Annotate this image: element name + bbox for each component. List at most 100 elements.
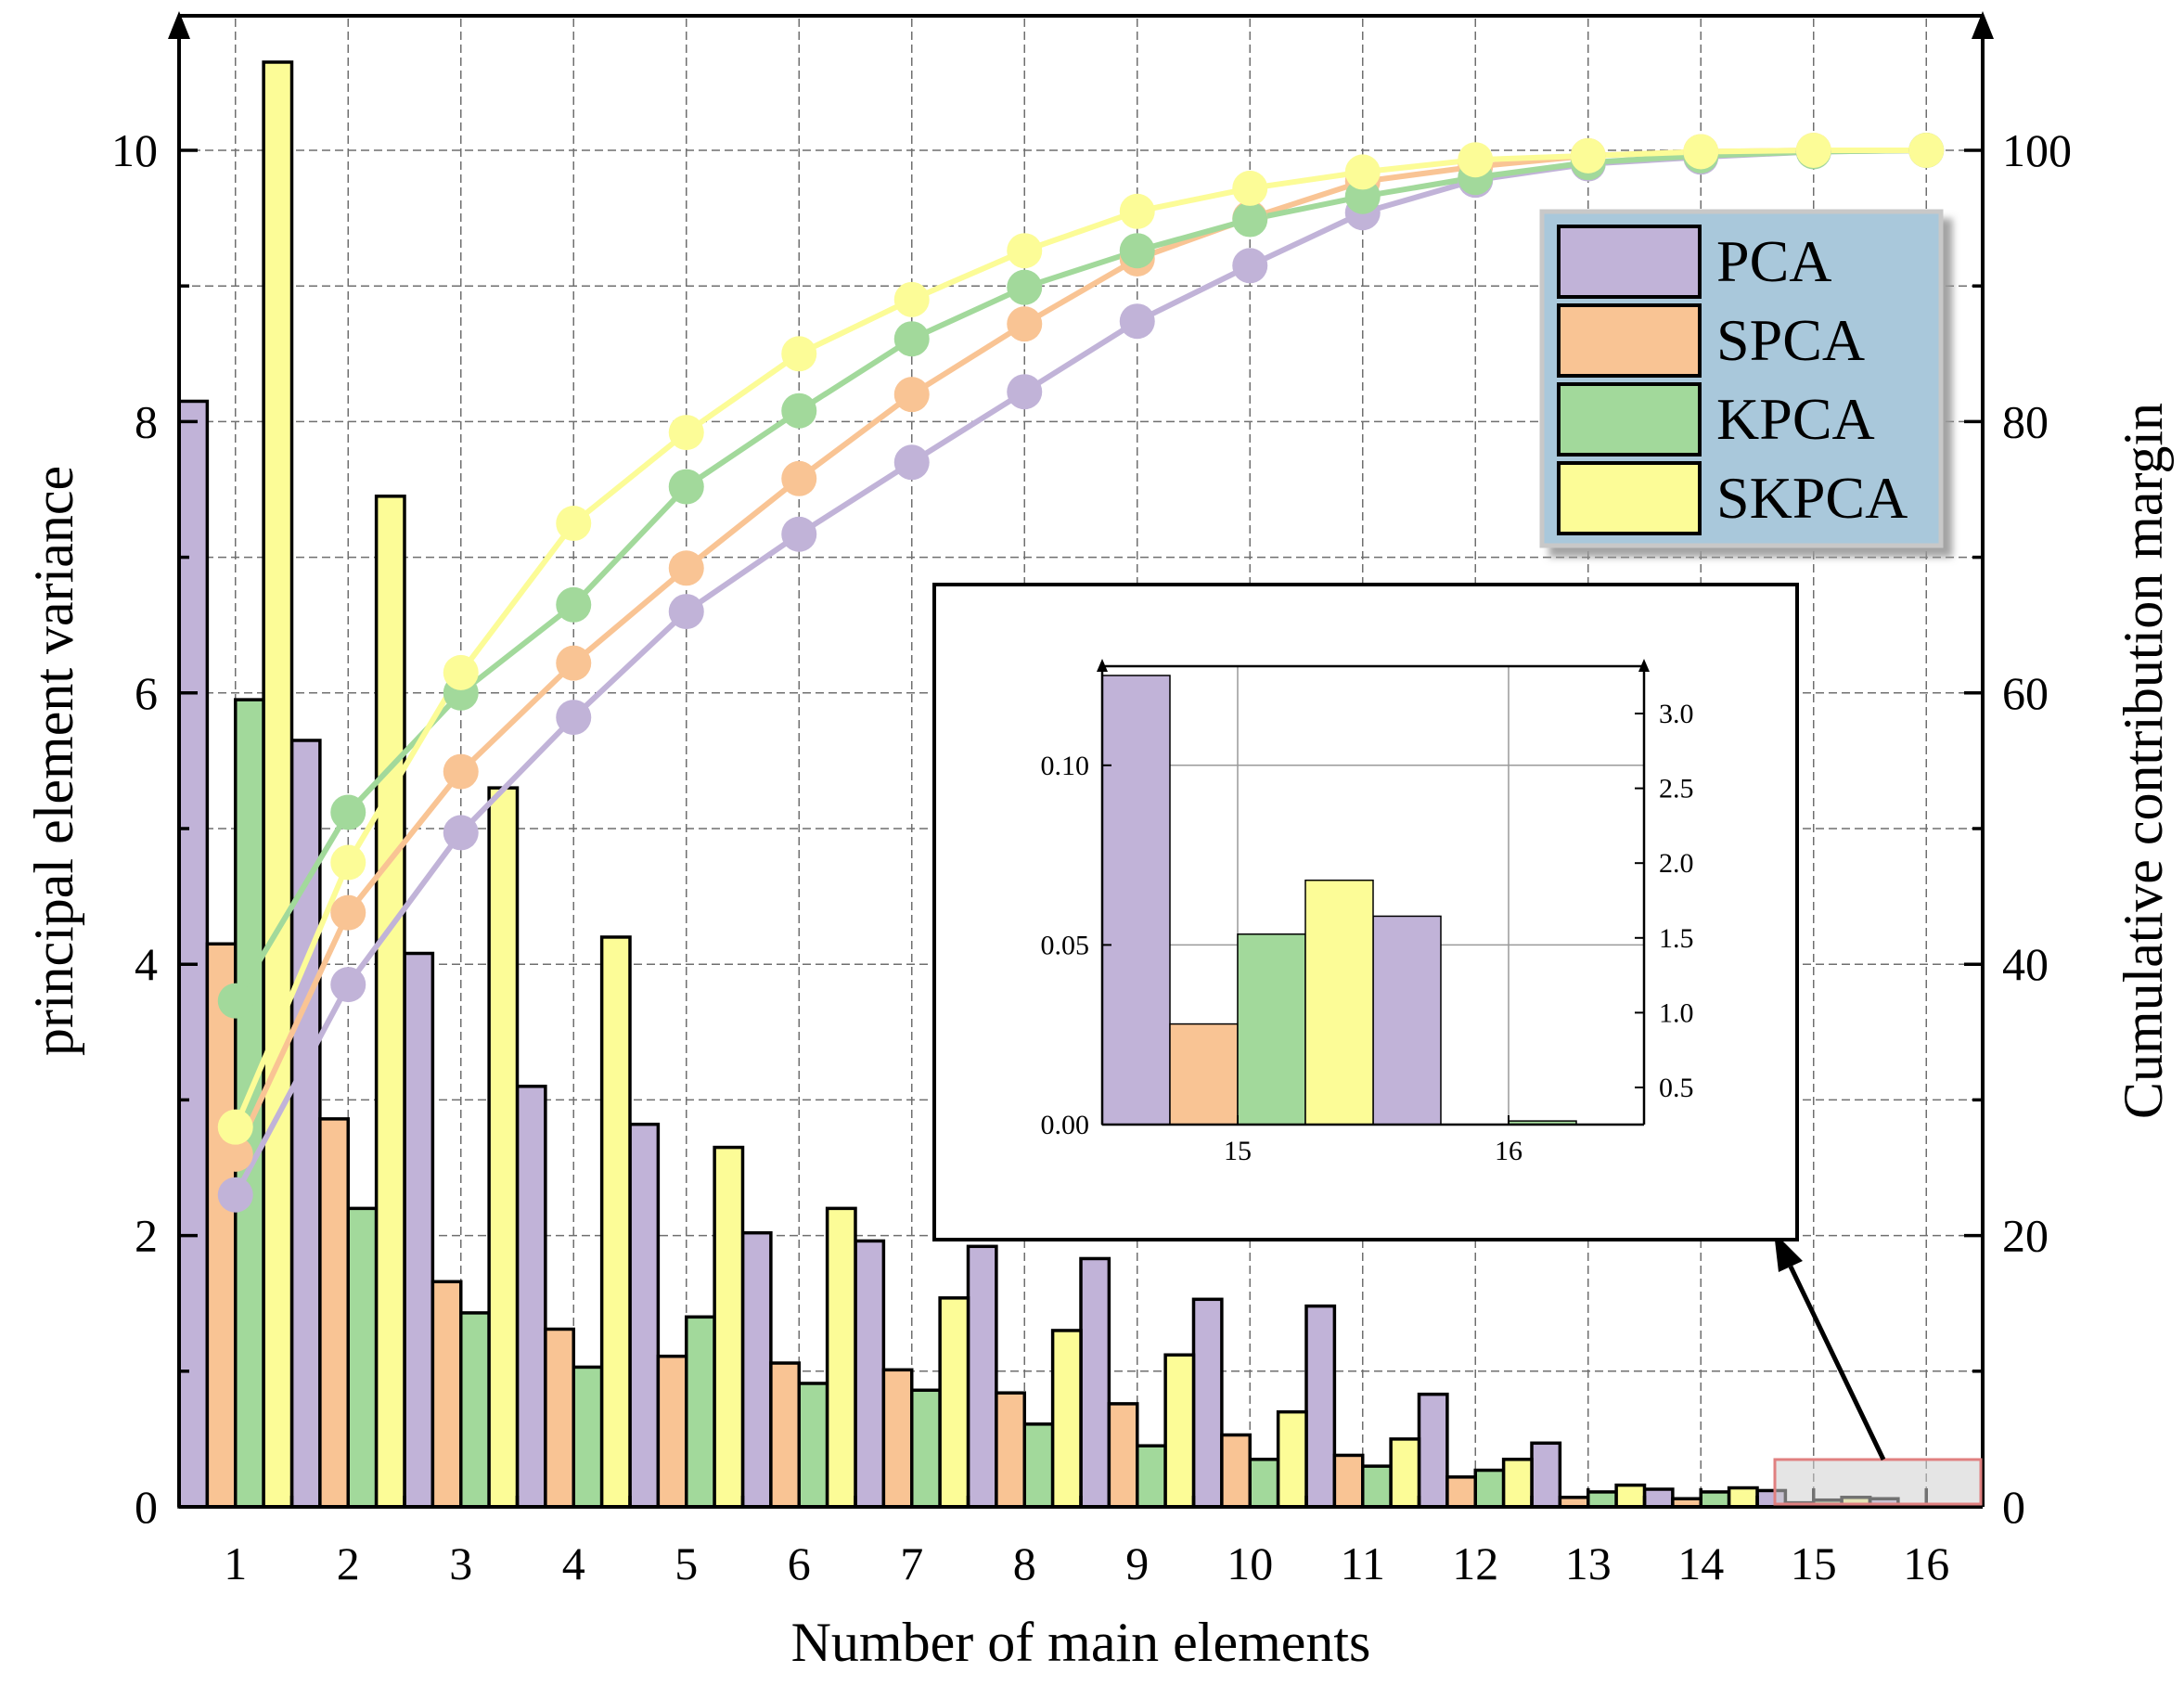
y-axis-left-arrow-icon xyxy=(168,11,190,39)
bar-spca-4 xyxy=(544,1327,575,1509)
inset-y2-tick-label-2.5: 2.5 xyxy=(1659,774,1694,804)
x-tick-label-14: 14 xyxy=(1677,1537,1724,1589)
legend-label-spca: SPCA xyxy=(1716,307,1865,373)
point-skpca-11 xyxy=(1344,154,1381,190)
bar-kpca-7 xyxy=(910,1388,942,1509)
inset-y-arrow-left-icon xyxy=(1097,659,1108,672)
bar-skpca-3 xyxy=(487,786,520,1509)
y2-tick-label-20: 20 xyxy=(2002,1210,2049,1262)
bar-kpca-12 xyxy=(1473,1468,1506,1509)
point-skpca-12 xyxy=(1458,142,1494,178)
x-tick-label-10: 10 xyxy=(1227,1537,1273,1589)
bar-skpca-7 xyxy=(938,1296,970,1509)
x-tick-label-16: 16 xyxy=(1903,1537,1949,1589)
zoom-arrow-head-icon xyxy=(1774,1232,1803,1272)
legend-label-skpca: SKPCA xyxy=(1716,465,1908,531)
inset-y2-tick-label-0.5: 0.5 xyxy=(1659,1073,1694,1103)
bar-pca-1 xyxy=(177,399,210,1509)
bar-skpca-4 xyxy=(599,935,632,1509)
y-axis-right-arrow-icon xyxy=(1972,11,1994,39)
point-kpca-1 xyxy=(217,983,253,1019)
bar-kpca-3 xyxy=(459,1311,491,1509)
bar-kpca-6 xyxy=(797,1382,829,1509)
bar-spca-6 xyxy=(769,1361,801,1509)
point-pca-3 xyxy=(443,815,479,851)
point-pca-4 xyxy=(556,700,592,736)
bar-skpca-6 xyxy=(825,1206,857,1509)
point-pca-7 xyxy=(893,444,930,481)
point-spca-4 xyxy=(556,645,592,681)
x-tick-label-7: 7 xyxy=(900,1537,923,1589)
point-skpca-2 xyxy=(330,844,366,881)
legend-swatch-kpca xyxy=(1557,382,1702,457)
line-skpca xyxy=(232,148,1927,1128)
point-kpca-11 xyxy=(1344,178,1381,214)
inset-bar-kpca-15 xyxy=(1237,933,1306,1125)
bar-skpca-12 xyxy=(1501,1458,1534,1509)
legend-swatch-pca xyxy=(1557,225,1702,299)
x-tick-label-9: 9 xyxy=(1125,1537,1149,1589)
bar-skpca-5 xyxy=(713,1145,745,1509)
bar-pca-11 xyxy=(1304,1304,1337,1509)
inset-bar-spca-15 xyxy=(1169,1023,1239,1125)
inset-y-tick-label-0.10: 0.10 xyxy=(1041,751,1090,781)
bar-skpca-9 xyxy=(1163,1353,1196,1509)
axes-frame xyxy=(168,11,1994,1509)
point-spca-8 xyxy=(1007,306,1043,342)
bar-kpca-4 xyxy=(572,1365,604,1509)
bar-pca-10 xyxy=(1191,1297,1224,1509)
point-skpca-6 xyxy=(781,336,817,372)
inset-y-tick-label-0.00: 0.00 xyxy=(1041,1110,1090,1140)
bar-spca-9 xyxy=(1107,1402,1139,1509)
bar-kpca-13 xyxy=(1587,1490,1618,1509)
inset-x-tick-label-16: 16 xyxy=(1495,1136,1522,1166)
bar-spca-3 xyxy=(430,1280,463,1509)
inset-bar-pca-16 xyxy=(1372,915,1442,1125)
bar-pca-6 xyxy=(740,1230,773,1509)
inset-x-tick-label-15: 15 xyxy=(1224,1136,1252,1166)
point-spca-2 xyxy=(330,894,366,931)
point-skpca-5 xyxy=(668,415,704,451)
bar-kpca-8 xyxy=(1022,1422,1055,1509)
legend-label-pca: PCA xyxy=(1716,228,1832,294)
legend: PCA SPCA KPCA SKPCA xyxy=(1539,209,1944,548)
bar-pca-3 xyxy=(403,951,435,1509)
inset-y-arrow-right-icon xyxy=(1638,659,1650,672)
bar-pca-14 xyxy=(1642,1487,1675,1509)
y2-tick-label-0: 0 xyxy=(2002,1481,2025,1533)
zoom-region-box xyxy=(1773,1458,1983,1506)
bar-pca-12 xyxy=(1417,1392,1449,1509)
y-tick-label-4: 4 xyxy=(135,938,158,990)
bar-pca-7 xyxy=(854,1239,886,1509)
bar-pca-13 xyxy=(1530,1441,1562,1509)
inset-y2-tick-label-1.5: 1.5 xyxy=(1659,923,1694,954)
point-skpca-9 xyxy=(1119,193,1155,229)
y2-tick-label-40: 40 xyxy=(2002,938,2049,990)
point-skpca-7 xyxy=(893,281,930,317)
y-tick-label-6: 6 xyxy=(135,667,158,719)
bar-spca-5 xyxy=(656,1354,688,1509)
y2-tick-label-100: 100 xyxy=(2002,124,2072,176)
y2-tick-label-80: 80 xyxy=(2002,395,2049,447)
bar-spca-7 xyxy=(881,1368,914,1509)
point-spca-5 xyxy=(668,550,704,586)
bar-skpca-14 xyxy=(1727,1486,1759,1509)
point-skpca-10 xyxy=(1232,170,1268,206)
bar-kpca-5 xyxy=(685,1315,716,1509)
bar-spca-10 xyxy=(1220,1433,1252,1509)
bar-skpca-8 xyxy=(1050,1329,1083,1509)
bar-skpca-10 xyxy=(1276,1409,1308,1509)
x-tick-label-12: 12 xyxy=(1452,1537,1498,1589)
bar-pca-9 xyxy=(1079,1256,1111,1509)
bar-spca-11 xyxy=(1332,1453,1365,1509)
bar-skpca-13 xyxy=(1614,1483,1647,1509)
point-pca-1 xyxy=(217,1177,253,1213)
x-tick-label-6: 6 xyxy=(788,1537,811,1589)
legend-swatch-skpca xyxy=(1557,461,1702,535)
point-kpca-7 xyxy=(893,321,930,357)
point-kpca-4 xyxy=(556,586,592,623)
bar-pca-8 xyxy=(966,1244,998,1509)
x-tick-label-11: 11 xyxy=(1341,1537,1385,1589)
bar-kpca-11 xyxy=(1361,1464,1393,1509)
